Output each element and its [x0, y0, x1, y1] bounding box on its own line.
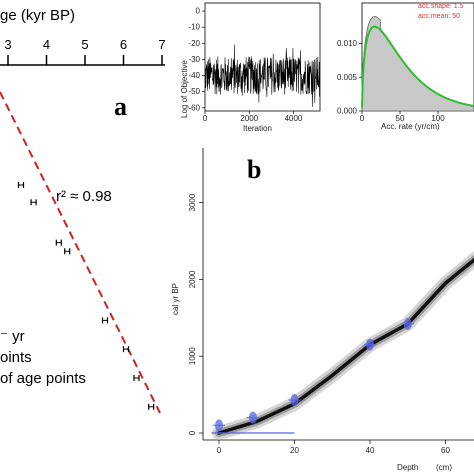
age-point — [133, 374, 140, 381]
density-xlabel: Acc. rate (yr/cm) — [381, 122, 440, 131]
dated-sample — [246, 411, 259, 424]
age-model-line — [217, 257, 474, 435]
r2-label: r² ≈ 0.98 — [56, 188, 112, 205]
density-posterior-area — [361, 16, 474, 112]
density-ytick-label: 0.000 — [337, 107, 358, 116]
panel-label-a: a — [114, 92, 127, 121]
dated-sample — [288, 393, 301, 406]
trace-xtick-label: 2000 — [240, 114, 258, 123]
age-point — [17, 182, 25, 188]
density-ytick-label: 0.005 — [337, 73, 358, 82]
age-depth-panel: cal yr BP Depth (cm) 0 1000 2000 3000 0 20 40 6… — [171, 148, 474, 472]
age-axis-tick-label: 5 — [81, 37, 88, 52]
trace-ytick-label: -60 — [188, 103, 200, 112]
age-model-band — [215, 254, 474, 437]
trace-ylabel: Log of Objective — [180, 60, 189, 118]
dated-sample — [401, 317, 414, 330]
age-point — [30, 199, 37, 206]
trace-ytick-label: -50 — [188, 87, 200, 96]
age-point — [122, 346, 130, 353]
panel-b-ylabel: cal yr BP — [171, 283, 180, 315]
panel-label-b: b — [247, 155, 261, 184]
age-scatter-panel: r² ≈ 0.98 ⁻ yr oints of age points — [0, 91, 161, 414]
density-legend-shape: acc.shape: 1.5 — [418, 3, 464, 10]
density-xtick-label: 100 — [431, 114, 445, 123]
dated-sample — [364, 338, 376, 351]
b-ytick-label: 0 — [188, 430, 197, 435]
trace-ytick-label: 0 — [196, 7, 201, 16]
trace-ytick-label: -20 — [188, 39, 200, 48]
acc-rate-density-inset: Acc. rate (yr/cm) acc.shape: 1.5 acc.mea… — [337, 2, 474, 131]
density-xtick-label: 50 — [396, 114, 405, 123]
top-left-age-axis: ge (kyr BP) 3 4 5 6 7 — [0, 7, 166, 66]
b-ytick-label: 1000 — [188, 347, 197, 365]
trace-plot-inset: Log of Objective Iteration 0 -10 -20 -30 -40… — [180, 2, 321, 133]
age-point — [101, 317, 109, 324]
b-ytick-label: 3000 — [188, 193, 197, 211]
b-xtick-label: 40 — [366, 446, 375, 455]
b-xtick-label: 0 — [217, 446, 222, 455]
dated-sample — [213, 419, 225, 432]
trace-ytick-label: -40 — [188, 71, 200, 80]
age-axis-tick-label: 3 — [4, 37, 11, 52]
age-axis-tick-label: 6 — [120, 37, 127, 52]
trace-xtick-label: 0 — [203, 114, 208, 123]
fit-line — [0, 91, 161, 414]
trace-xtick-label: 4000 — [285, 114, 303, 123]
panel-b-xlabel: Depth — [397, 463, 418, 472]
legend-line-3: of age points — [0, 370, 86, 387]
trace-series — [204, 44, 320, 108]
density-legend-mean: acc.mean: 50 — [418, 13, 460, 20]
b-xtick-label: 20 — [290, 446, 299, 455]
density-prior-curve — [361, 25, 474, 108]
age-point — [55, 239, 62, 246]
legend-line-2: oints — [0, 349, 32, 366]
trace-xlabel: Iteration — [243, 124, 272, 133]
b-ytick-label: 2000 — [188, 270, 197, 288]
density-ytick-label: 0.010 — [337, 39, 358, 48]
age-axis-tick-label: 7 — [158, 37, 165, 52]
panel-b-xunit: (cm) — [436, 463, 452, 472]
trace-ytick-label: -30 — [188, 55, 200, 64]
age-axis-tick-label: 4 — [43, 37, 50, 52]
density-xtick-label: 0 — [360, 114, 365, 123]
b-xtick-label: 60 — [441, 446, 450, 455]
age-axis-title: ge (kyr BP) — [0, 7, 75, 24]
age-point — [64, 248, 71, 255]
age-point — [148, 403, 155, 410]
age-model-envelope — [212, 251, 474, 440]
trace-ytick-label: -10 — [188, 23, 200, 32]
legend-line-1: ⁻ yr — [0, 328, 25, 345]
